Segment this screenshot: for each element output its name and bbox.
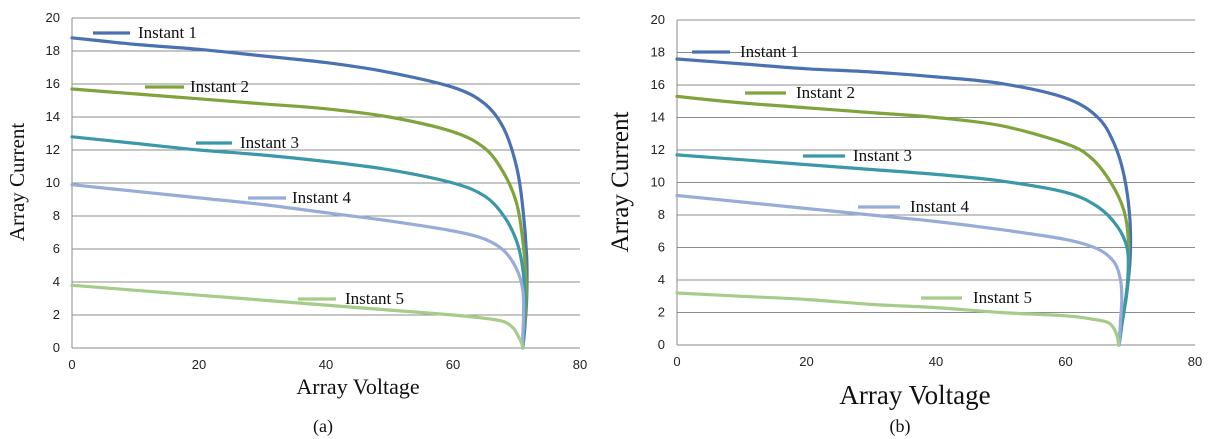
series-line [675,291,1121,347]
series-line [70,183,526,350]
y-tick-label: 2 [53,307,60,322]
y-tick-label: 18 [46,43,60,58]
y-tick-label: 0 [658,337,665,352]
legend-label: Instant 4 [910,197,970,216]
x-tick-label: 20 [192,357,206,372]
y-tick-label: 6 [53,241,60,256]
chart-panel-a: 0 2 4 6 8 10 12 14 16 18 20 0 20 40 60 80 Instant 1 Insta… [5,10,587,437]
y-axis-title: Array Current [607,111,634,252]
legend-label: Instant 3 [240,133,299,152]
x-tick-label: 40 [929,354,943,369]
legend-label: Instant 1 [740,42,799,61]
legend-label: Instant 4 [292,188,352,207]
legend-label: Instant 3 [853,146,912,165]
panel-label: (a) [313,416,333,437]
y-tick-label: 0 [53,340,60,355]
x-tick-label: 40 [319,357,333,372]
x-axis-title: Array Voltage [296,374,419,399]
y-axis-title: Array Current [5,123,29,242]
y-tick-label: 4 [658,272,665,287]
y-tick-label: 2 [658,305,665,320]
series-line [70,87,528,350]
legend-label: Instant 1 [138,23,197,42]
y-tick-label: 20 [46,10,60,25]
y-tick-label: 4 [53,274,60,289]
y-tick-label: 8 [658,207,665,222]
y-tick-label: 16 [651,77,665,92]
series-line [675,94,1131,347]
y-tick-label: 6 [658,240,665,255]
x-axis-title: Array Voltage [839,380,990,410]
y-tick-label: 10 [46,175,60,190]
legend-label: Instant 2 [796,83,855,102]
x-tick-label: 0 [673,354,680,369]
x-tick-label: 20 [799,354,813,369]
series-line [675,153,1131,347]
x-tick-label: 80 [573,357,587,372]
panel-label: (b) [890,416,911,437]
x-tick-label: 0 [68,357,75,372]
x-tick-label: 80 [1188,354,1202,369]
y-tick-label: 10 [651,175,665,190]
y-tick-label: 16 [46,76,60,91]
legend-label: Instant 5 [345,289,404,308]
y-tick-label: 18 [651,45,665,60]
y-tick-label: 12 [46,142,60,157]
y-tick-label: 14 [46,109,60,124]
y-tick-label: 14 [651,110,665,125]
legend-label: Instant 5 [973,288,1032,307]
y-tick-label: 8 [53,208,60,223]
legend-label: Instant 2 [190,77,249,96]
series-line [675,193,1124,347]
series-line [70,283,525,350]
y-tick-label: 12 [651,142,665,157]
x-tick-label: 60 [446,357,460,372]
x-tick-label: 60 [1058,354,1072,369]
chart-panel-b: 0 2 4 6 8 10 12 14 16 18 20 0 20 40 60 80 Instant 1 Insta… [607,12,1202,437]
y-tick-label: 20 [651,12,665,27]
